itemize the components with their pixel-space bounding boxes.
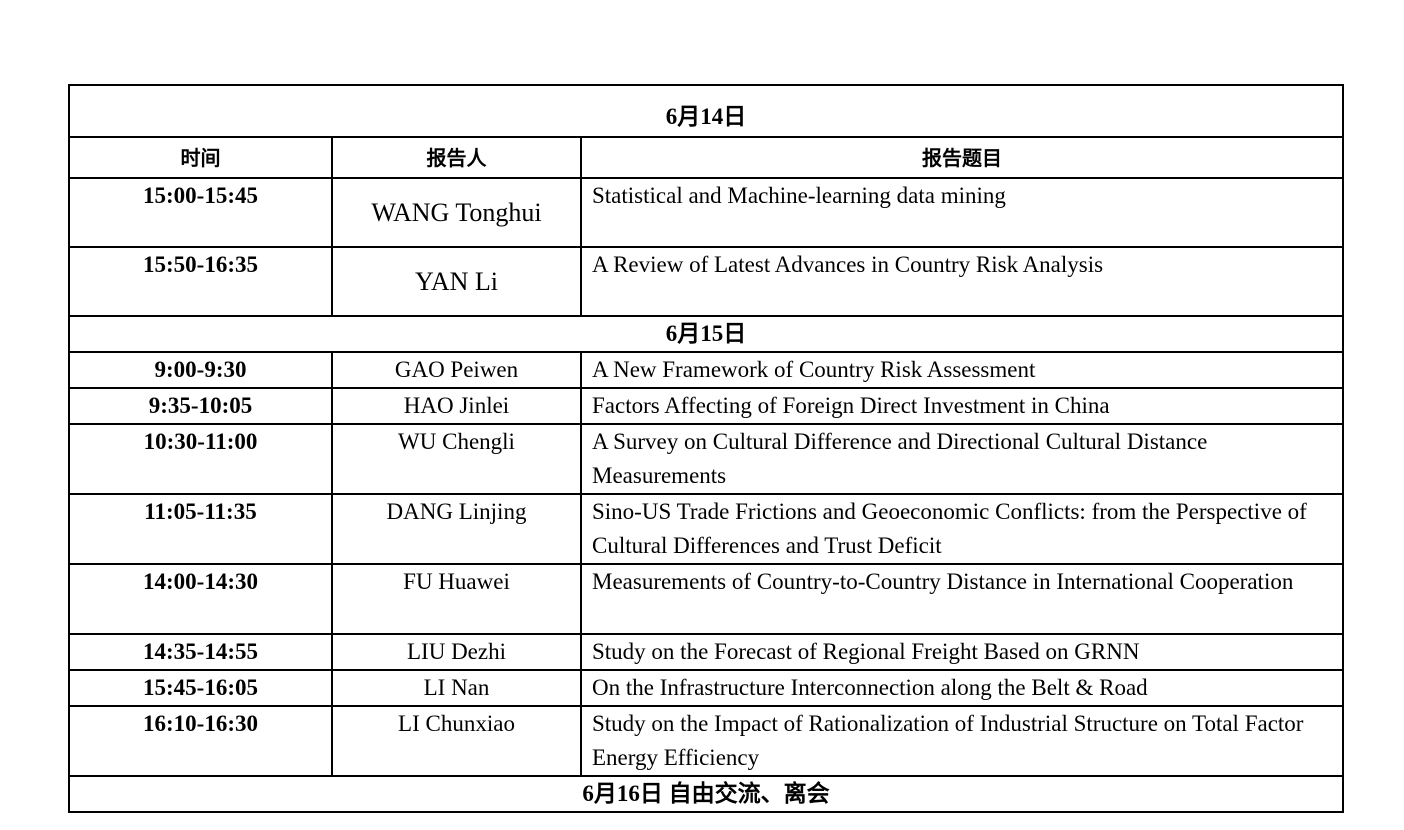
- session-row: 15:50-16:35 YAN Li A Review of Latest Adva…: [68, 246, 1344, 317]
- session-row: 9:00-9:30 GAO Peiwen A New Framework of Co…: [68, 351, 1344, 389]
- session-time: 14:35-14:55: [68, 633, 333, 671]
- schedule-table: 6月14日 时间 报告人 报告题目 15:00-15:45 WANG Tonghui Sta…: [68, 84, 1344, 813]
- session-title: A New Framework of Country Risk Assessme…: [580, 351, 1344, 389]
- session-time: 10:30-11:00: [68, 423, 333, 495]
- day-row: 6月15日: [68, 315, 1344, 353]
- session-speaker: DANG Linjing: [331, 493, 582, 565]
- session-speaker: HAO Jinlei: [331, 387, 582, 425]
- session-title: Study on the Forecast of Regional Freigh…: [580, 633, 1344, 671]
- session-time: 15:45-16:05: [68, 669, 333, 707]
- column-header-speaker: 报告人: [331, 136, 582, 179]
- session-time: 9:00-9:30: [68, 351, 333, 389]
- session-time: 15:50-16:35: [68, 246, 333, 317]
- session-speaker: LIU Dezhi: [331, 633, 582, 671]
- day-header: 6月15日: [68, 315, 1344, 353]
- day-header: 6月14日: [68, 84, 1344, 138]
- session-speaker: WANG Tonghui: [331, 177, 582, 248]
- session-row: 15:00-15:45 WANG Tonghui Statistical and M…: [68, 177, 1344, 248]
- session-speaker: LI Nan: [331, 669, 582, 707]
- session-title: On the Infrastructure Interconnection al…: [580, 669, 1344, 707]
- session-title: Study on the Impact of Rationalization o…: [580, 705, 1344, 777]
- session-title: Statistical and Machine-learning data mi…: [580, 177, 1344, 248]
- session-row: 9:35-10:05 HAO Jinlei Factors Affecting of…: [68, 387, 1344, 425]
- session-row: 14:35-14:55 LIU Dezhi Study on the Forecas…: [68, 633, 1344, 671]
- session-speaker: FU Huawei: [331, 563, 582, 635]
- day-row: 6月14日: [68, 84, 1344, 138]
- session-title: A Review of Latest Advances in Country R…: [580, 246, 1344, 317]
- session-title: A Survey on Cultural Difference and Dire…: [580, 423, 1344, 495]
- day-row: 6月16日 自由交流、离会: [68, 775, 1344, 813]
- session-time: 16:10-16:30: [68, 705, 333, 777]
- session-speaker: LI Chunxiao: [331, 705, 582, 777]
- column-header-time: 时间: [68, 136, 333, 179]
- session-time: 14:00-14:30: [68, 563, 333, 635]
- session-time: 9:35-10:05: [68, 387, 333, 425]
- session-row: 10:30-11:00 WU Chengli A Survey on Cultura…: [68, 423, 1344, 495]
- session-speaker: GAO Peiwen: [331, 351, 582, 389]
- session-speaker: WU Chengli: [331, 423, 582, 495]
- day-header: 6月16日 自由交流、离会: [68, 775, 1344, 813]
- session-title: Measurements of Country-to-Country Dista…: [580, 563, 1344, 635]
- session-row: 14:00-14:30 FU Huawei Measurements of Coun…: [68, 563, 1344, 635]
- session-time: 11:05-11:35: [68, 493, 333, 565]
- session-speaker: YAN Li: [331, 246, 582, 317]
- session-title: Sino-US Trade Frictions and Geoeconomic …: [580, 493, 1344, 565]
- session-row: 16:10-16:30 LI Chunxiao Study on the Impac…: [68, 705, 1344, 777]
- session-title: Factors Affecting of Foreign Direct Inve…: [580, 387, 1344, 425]
- session-time: 15:00-15:45: [68, 177, 333, 248]
- column-header-row: 时间 报告人 报告题目: [68, 136, 1344, 179]
- column-header-title: 报告题目: [580, 136, 1344, 179]
- session-row: 11:05-11:35 DANG Linjing Sino-US Trade Fri…: [68, 493, 1344, 565]
- session-row: 15:45-16:05 LI Nan On the Infrastructure I…: [68, 669, 1344, 707]
